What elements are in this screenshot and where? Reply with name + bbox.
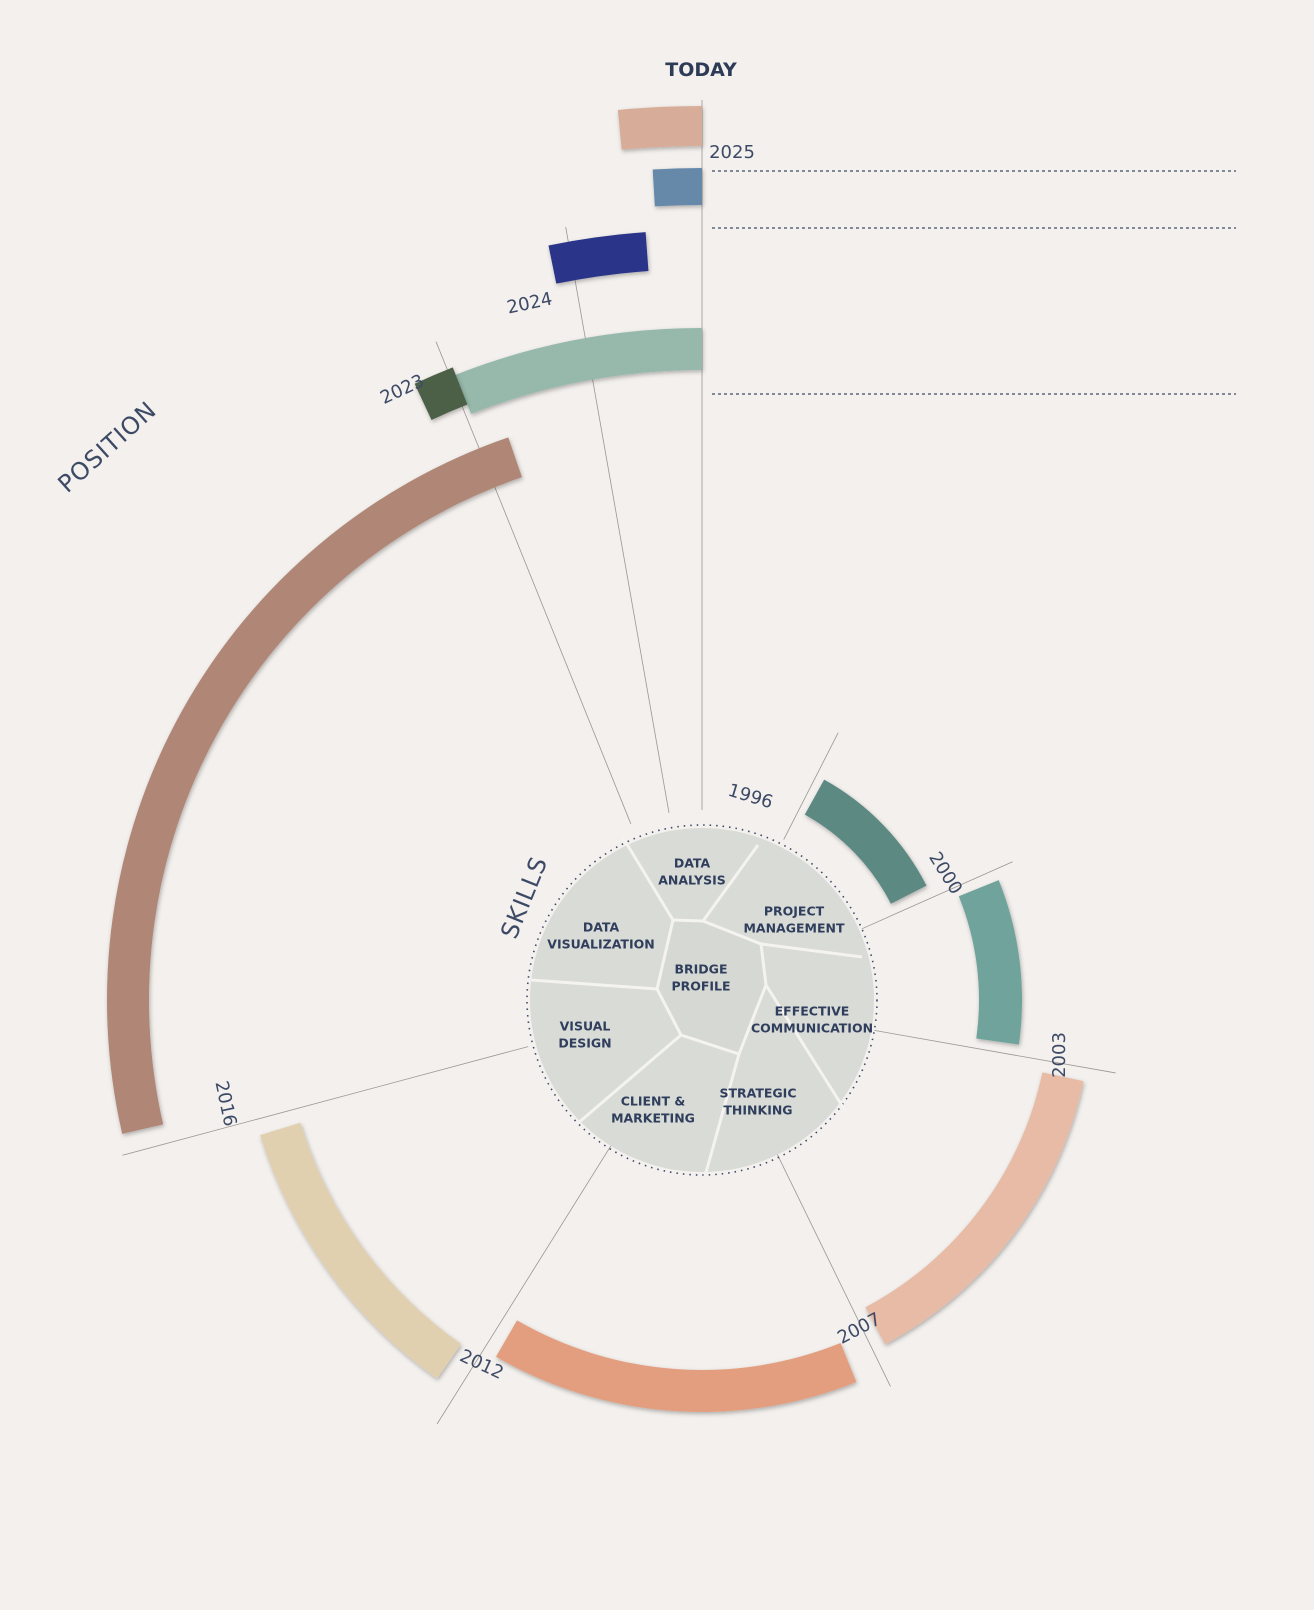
year-label-2000: 2000 [924,848,966,898]
skill-label-2: PROJECT MANAGEMENT [743,904,844,936]
divider-line-2007 [776,1152,891,1387]
timeline-arc-minor-green [414,367,468,420]
divider-line-2000 [861,861,1013,930]
timeline-arc-2023 [455,328,702,414]
skill-label-7: DATA VISUALIZATION [547,920,654,952]
year-label-2023: 2023 [377,370,427,408]
skill-divider [701,844,760,922]
timeline-arc-2007 [496,1320,857,1412]
timeline-arc-2000 [958,880,1022,1045]
skill-label-3: EFFECTIVE COMMUNICATION [751,1004,873,1036]
timeline-arc-1996 [804,779,927,904]
year-label-2016: 2016 [210,1079,240,1128]
skill-divider [576,1033,682,1126]
skill-label-5: CLIENT & MARKETING [611,1094,695,1126]
skill-divider [620,835,675,921]
skill-label-1: DATA ANALYSIS [658,856,726,888]
timeline-arc-minor-blue [652,168,702,207]
skill-divider [764,984,848,1113]
timeline-arc-2025 [617,106,702,150]
year-label-2025: 2025 [709,142,755,163]
timeline-arc-2012 [260,1122,462,1379]
divider-line-2023 [435,341,632,824]
timeline-arc-2003 [865,1072,1084,1345]
divider-line-2024 [565,226,670,813]
skills-label: SKILLS [495,852,553,942]
position-label: POSITION [53,396,163,499]
today-title: TODAY [665,59,737,81]
year-label-1996: 1996 [725,780,775,813]
year-label-2003: 2003 [1049,1032,1070,1078]
divider-line-2016 [122,1046,529,1156]
timeline-arc-2016 [106,437,522,1134]
center-polygon [655,918,768,1056]
skill-divider [760,942,863,959]
skill-label-6: VISUAL DESIGN [558,1019,611,1051]
divider-line-2003 [874,1029,1116,1074]
skill-divider [530,978,658,991]
year-label-2024: 2024 [505,288,554,318]
divider-line-2012 [436,1143,613,1425]
skill-divider [703,1053,741,1177]
timeline-arc-2024 [548,232,649,284]
skill-label-4: STRATEGIC THINKING [719,1086,796,1118]
skills-dotted-ring [526,824,878,1176]
year-label-2007: 2007 [834,1309,884,1349]
divider-line-1996 [783,732,839,840]
center-label: BRIDGE PROFILE [671,962,730,994]
